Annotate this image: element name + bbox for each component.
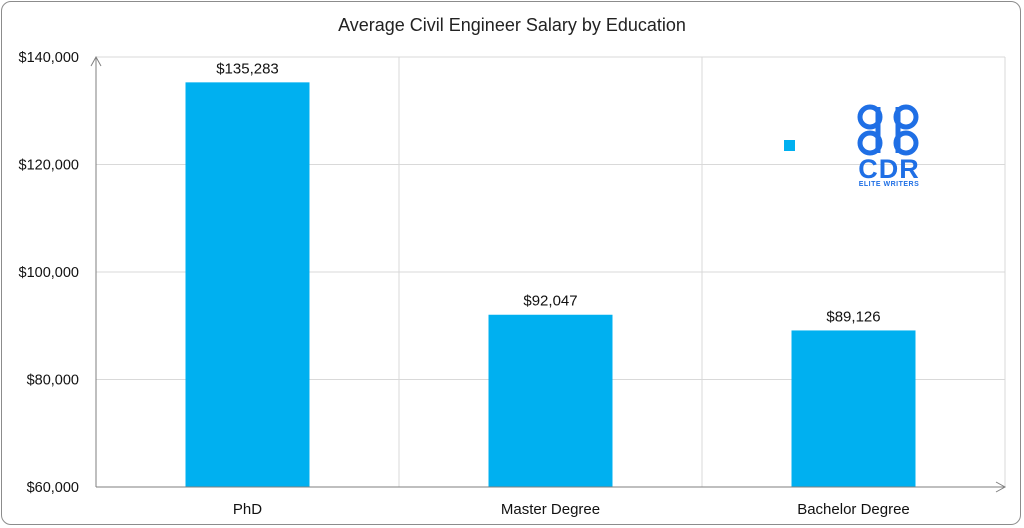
- logo-emblem-icon: [857, 104, 919, 156]
- x-axis-arrow-icon: [995, 481, 1007, 493]
- y-axis-arrow-icon: [90, 55, 102, 67]
- x-axis-categories: PhD Master Degree Bachelor Degree: [233, 501, 910, 518]
- chart-title: Average Civil Engineer Salary by Educati…: [338, 15, 686, 35]
- data-labels: $135,283 $92,047 $89,126: [216, 60, 880, 325]
- x-category-label: PhD: [233, 501, 262, 518]
- bar-master-degree: [488, 314, 613, 487]
- data-label: $89,126: [826, 308, 880, 325]
- bar-phd: [185, 82, 310, 487]
- x-category-label: Master Degree: [501, 501, 600, 518]
- data-label: $92,047: [523, 293, 577, 310]
- y-tick-label: $120,000: [19, 158, 79, 174]
- legend-swatch: [784, 140, 795, 151]
- legend-marker: [784, 140, 795, 151]
- bars: [185, 82, 916, 487]
- x-category-label: Bachelor Degree: [797, 501, 910, 518]
- logo-mark: CDR: [858, 154, 920, 184]
- y-tick-label: $140,000: [19, 50, 79, 66]
- axes: [90, 55, 1007, 493]
- y-tick-label: $100,000: [19, 265, 79, 281]
- logo-tagline: ELITE WRITERS: [859, 181, 920, 188]
- bar-bachelor-degree: [791, 330, 916, 487]
- data-label: $135,283: [216, 60, 279, 77]
- cdr-logo: CDR ELITE WRITERS: [857, 104, 920, 188]
- y-axis-ticks: $60,000 $80,000 $100,000 $120,000 $140,000: [19, 50, 79, 496]
- y-tick-label: $60,000: [27, 480, 79, 496]
- y-tick-label: $80,000: [27, 373, 79, 389]
